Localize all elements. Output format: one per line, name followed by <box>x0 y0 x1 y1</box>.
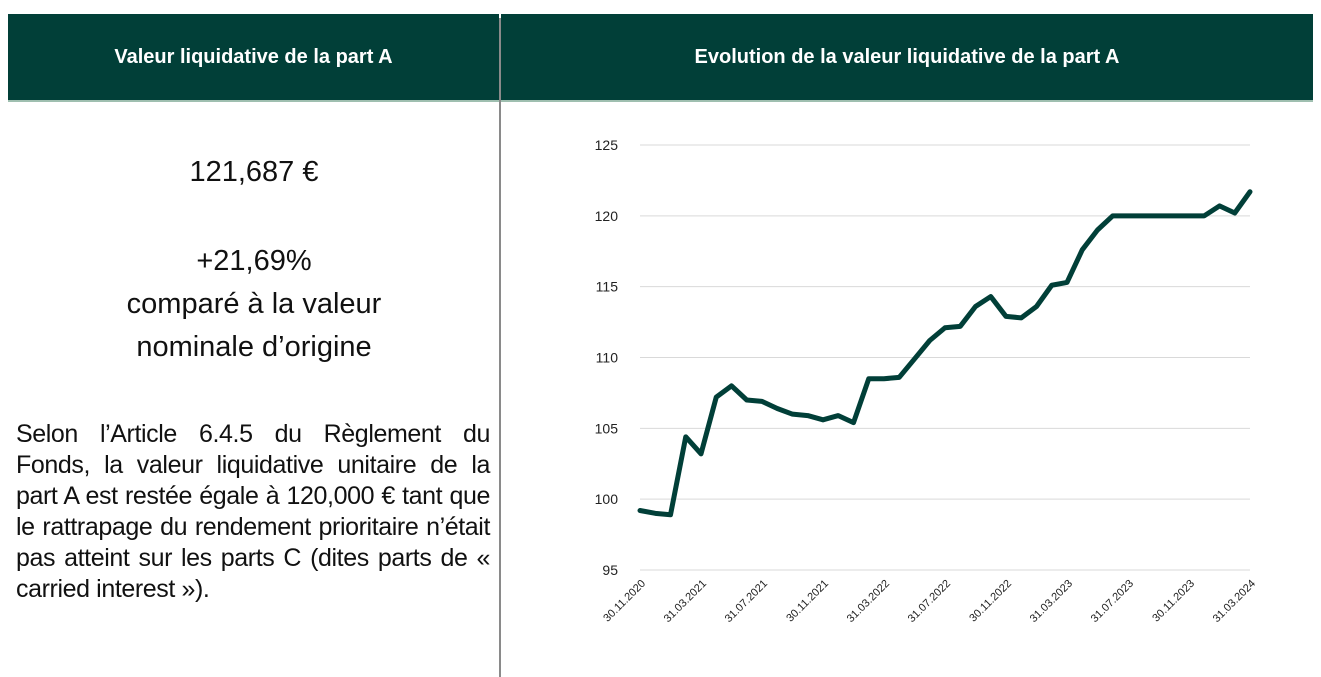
y-tick-label: 115 <box>596 279 619 295</box>
x-tick-label: 31.03.2022 <box>845 578 892 625</box>
left-header: Valeur liquidative de la part A <box>8 14 499 102</box>
comparison-line: comparé à la valeur <box>126 288 382 320</box>
y-tick-label: 95 <box>602 562 618 578</box>
x-tick-label: 30.11.2020 <box>601 578 648 625</box>
right-header: Evolution de la valeur liquidative de la… <box>501 14 1313 102</box>
x-tick-label: 31.03.2023 <box>1028 578 1075 625</box>
y-tick-label: 100 <box>595 491 619 507</box>
nav-value: 121,687 € <box>189 156 319 188</box>
y-tick-label: 120 <box>595 208 619 224</box>
performance: +21,69% <box>196 245 312 277</box>
chart: 95 100 105 110 115 120 125 30.11.2020 31.03.2021… <box>595 137 1258 625</box>
y-tick-label: 105 <box>595 420 619 436</box>
x-tick-label: 31.03.2021 <box>662 578 709 625</box>
x-tick-label: 30.11.2023 <box>1150 578 1197 625</box>
x-tick-label: 30.11.2021 <box>784 578 831 625</box>
nav-line <box>637 189 1253 518</box>
x-tick-label: 30.11.2022 <box>967 578 1014 625</box>
x-tick-label: 31.03.2024 <box>1211 578 1258 625</box>
column-divider <box>499 18 501 677</box>
note: Selon l’Article 6.4.5 du Règlement du Fo… <box>16 420 490 603</box>
x-tick-label: 31.07.2021 <box>723 578 770 625</box>
x-tick-label: 31.07.2022 <box>906 578 953 625</box>
y-tick-label: 125 <box>595 137 619 153</box>
x-tick-label: 31.07.2023 <box>1089 578 1136 625</box>
comparison-line: nominale d’origine <box>136 331 372 363</box>
y-tick-label: 110 <box>596 350 619 366</box>
